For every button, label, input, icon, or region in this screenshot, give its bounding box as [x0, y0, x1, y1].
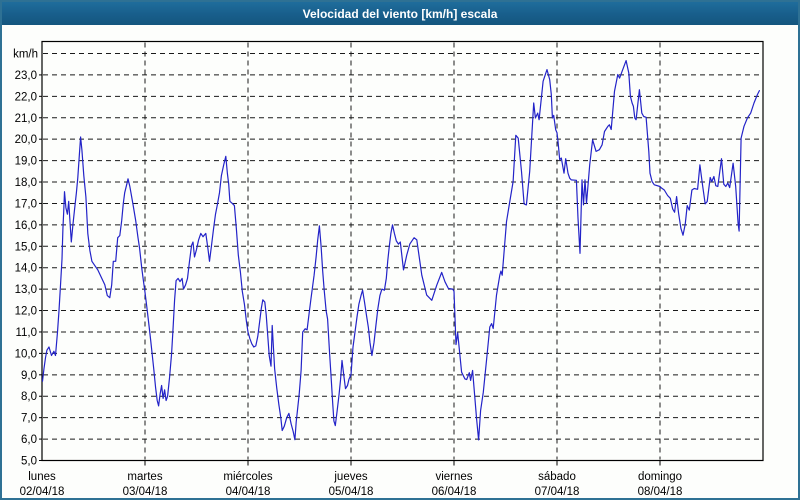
y-axis-tick-label: 21,0	[15, 113, 37, 125]
y-axis-tick-label: 20,0	[15, 134, 37, 146]
y-axis-tick-label: 8,0	[21, 391, 37, 403]
y-axis-tick-label: 9,0	[21, 370, 37, 382]
y-axis-tick-label: 5,0	[21, 456, 37, 468]
x-axis-date-label: 02/04/18	[20, 486, 65, 498]
chart-title-bar: Velocidad del viento [km/h] escala	[2, 2, 798, 25]
chart-title: Velocidad del viento [km/h] escala	[302, 6, 498, 21]
y-axis-unit-label: km/h	[13, 49, 38, 61]
y-axis-tick-label: 19,0	[15, 156, 37, 168]
y-axis-tick-label: 13,0	[15, 284, 37, 296]
x-axis-day-label: miércoles	[223, 471, 272, 483]
x-axis-day-label: viernes	[435, 471, 472, 483]
y-axis-tick-label: 23,0	[15, 70, 37, 82]
x-axis-day-label: martes	[127, 471, 162, 483]
x-axis-day-label: domingo	[638, 471, 682, 483]
y-axis-tick-label: 7,0	[21, 413, 37, 425]
y-axis-tick-label: 10,0	[15, 348, 37, 360]
x-axis-day-label: jueves	[333, 471, 367, 483]
x-axis-date-label: 08/04/18	[638, 486, 683, 498]
x-axis-date-label: 04/04/18	[226, 486, 271, 498]
y-axis-tick-label: 14,0	[15, 263, 37, 275]
y-axis-tick-label: 11,0	[15, 327, 37, 339]
y-axis-tick-label: 12,0	[15, 306, 37, 318]
y-axis-tick-label: 18,0	[15, 177, 37, 189]
x-axis-date-label: 07/04/18	[535, 486, 580, 498]
y-axis-tick-label: 16,0	[15, 220, 37, 232]
x-axis-date-label: 06/04/18	[432, 486, 477, 498]
x-axis-date-label: 03/04/18	[123, 486, 168, 498]
x-axis-date-label: 05/04/18	[329, 486, 374, 498]
plot-border	[41, 40, 764, 462]
y-axis-tick-label: 22,0	[15, 91, 37, 103]
y-axis-tick-label: 17,0	[15, 198, 37, 210]
y-axis-tick-label: 6,0	[21, 434, 37, 446]
x-axis-day-label: lunes	[28, 471, 56, 483]
wind-speed-series-line	[41, 59, 761, 441]
x-axis-day-label: sábado	[538, 471, 576, 483]
y-axis-tick-label: 15,0	[15, 241, 37, 253]
